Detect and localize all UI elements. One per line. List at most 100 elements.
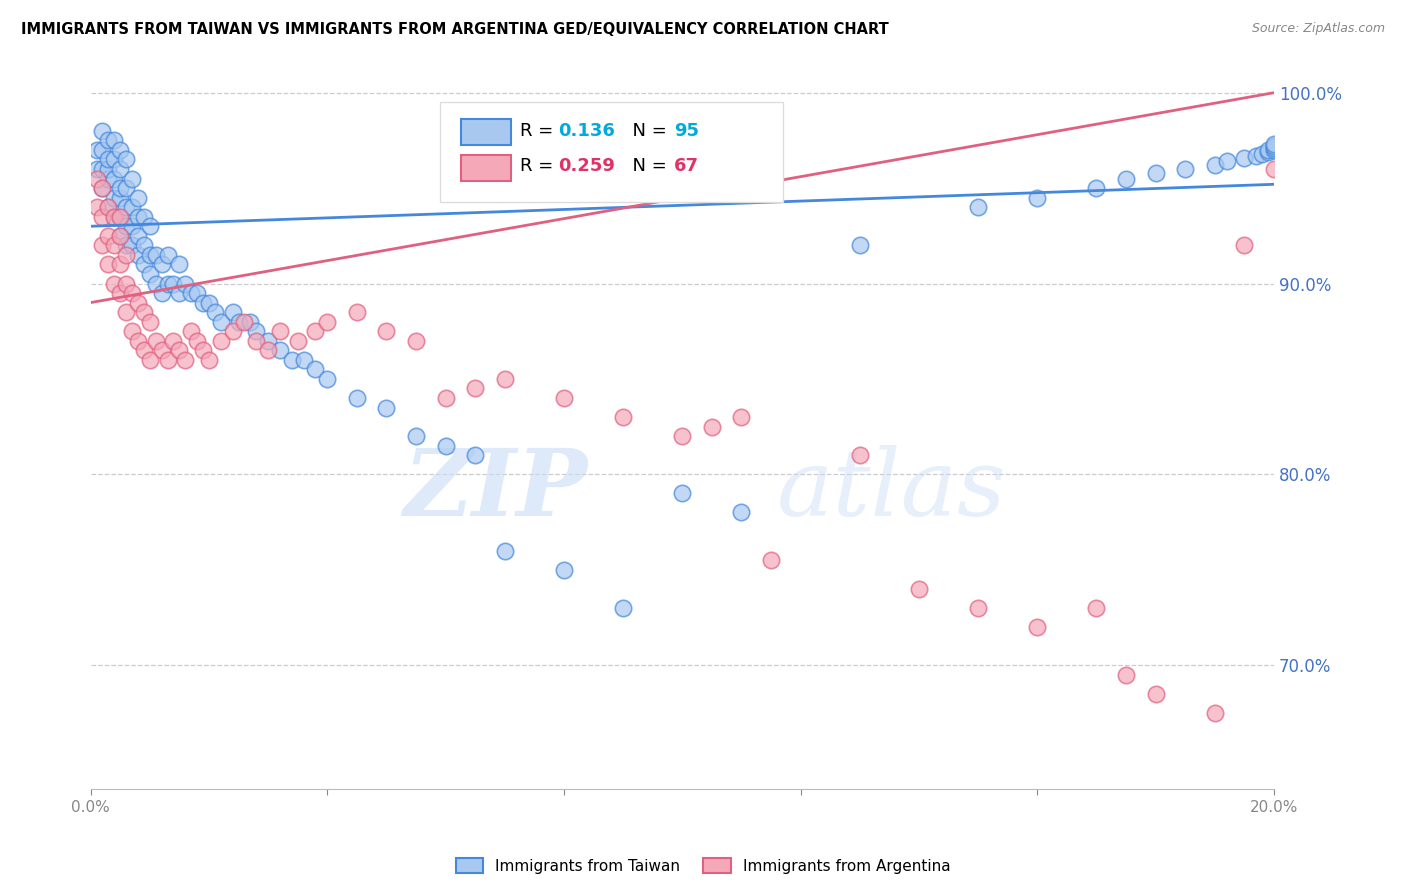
Point — [269, 324, 291, 338]
Point — [204, 305, 226, 319]
Point — [221, 305, 243, 319]
Point — [1204, 158, 1226, 172]
Point — [108, 181, 131, 195]
Point — [191, 343, 214, 358]
Point — [434, 391, 457, 405]
Point — [108, 286, 131, 301]
Point — [97, 153, 120, 167]
Text: N =: N = — [620, 122, 672, 140]
Point — [150, 343, 173, 358]
Point — [1263, 137, 1285, 152]
Point — [434, 439, 457, 453]
Point — [145, 277, 167, 291]
Point — [103, 277, 125, 291]
Point — [97, 161, 120, 176]
Point — [1115, 667, 1137, 681]
Point — [191, 295, 214, 310]
Point — [198, 295, 221, 310]
Text: atlas: atlas — [778, 445, 1007, 535]
Point — [1263, 139, 1285, 153]
Point — [103, 238, 125, 252]
Point — [97, 200, 120, 214]
Point — [127, 210, 149, 224]
Point — [91, 210, 114, 224]
Point — [115, 153, 138, 167]
Point — [1244, 149, 1267, 163]
Point — [156, 352, 179, 367]
Point — [108, 143, 131, 157]
Point — [1233, 151, 1256, 165]
Point — [186, 334, 208, 348]
Text: N =: N = — [620, 157, 672, 176]
Point — [281, 352, 304, 367]
Point — [209, 315, 232, 329]
Point — [108, 210, 131, 224]
Point — [180, 286, 202, 301]
Point — [139, 267, 162, 281]
Point — [162, 334, 184, 348]
Point — [405, 429, 427, 443]
Text: 67: 67 — [673, 157, 699, 176]
Point — [115, 305, 138, 319]
Point — [1174, 161, 1197, 176]
Point — [1026, 620, 1049, 634]
Point — [849, 238, 872, 252]
Point — [121, 171, 143, 186]
Point — [346, 391, 368, 405]
Point — [91, 181, 114, 195]
Point — [103, 210, 125, 224]
Point — [121, 286, 143, 301]
Point — [156, 248, 179, 262]
Point — [115, 200, 138, 214]
Point — [127, 248, 149, 262]
Point — [304, 362, 326, 376]
Point — [671, 429, 693, 443]
Point — [174, 277, 197, 291]
Point — [849, 448, 872, 462]
Point — [700, 419, 723, 434]
Text: ZIP: ZIP — [404, 445, 588, 535]
Point — [1144, 687, 1167, 701]
Point — [257, 334, 280, 348]
Point — [91, 161, 114, 176]
Text: Source: ZipAtlas.com: Source: ZipAtlas.com — [1251, 22, 1385, 36]
Point — [108, 210, 131, 224]
Point — [730, 410, 752, 425]
Point — [553, 391, 575, 405]
Point — [967, 200, 990, 214]
Point — [86, 171, 108, 186]
Point — [91, 143, 114, 157]
Point — [108, 228, 131, 243]
Point — [145, 334, 167, 348]
Legend: Immigrants from Taiwan, Immigrants from Argentina: Immigrants from Taiwan, Immigrants from … — [450, 852, 956, 880]
Point — [139, 352, 162, 367]
Point — [121, 324, 143, 338]
Text: 95: 95 — [673, 122, 699, 140]
Point — [108, 161, 131, 176]
Point — [292, 352, 315, 367]
Point — [103, 171, 125, 186]
Point — [139, 315, 162, 329]
Point — [97, 171, 120, 186]
Point — [304, 324, 326, 338]
Point — [115, 181, 138, 195]
Point — [967, 600, 990, 615]
Point — [464, 381, 486, 395]
Point — [1085, 181, 1108, 195]
Point — [103, 153, 125, 167]
Point — [169, 286, 191, 301]
Point — [121, 200, 143, 214]
Point — [108, 228, 131, 243]
Point — [287, 334, 309, 348]
Point — [257, 343, 280, 358]
Point — [1233, 238, 1256, 252]
Point — [162, 277, 184, 291]
Text: IMMIGRANTS FROM TAIWAN VS IMMIGRANTS FROM ARGENTINA GED/EQUIVALENCY CORRELATION : IMMIGRANTS FROM TAIWAN VS IMMIGRANTS FRO… — [21, 22, 889, 37]
Point — [115, 238, 138, 252]
Point — [121, 219, 143, 234]
Point — [346, 305, 368, 319]
Point — [169, 343, 191, 358]
Point — [150, 286, 173, 301]
Point — [86, 200, 108, 214]
Text: R =: R = — [520, 157, 560, 176]
